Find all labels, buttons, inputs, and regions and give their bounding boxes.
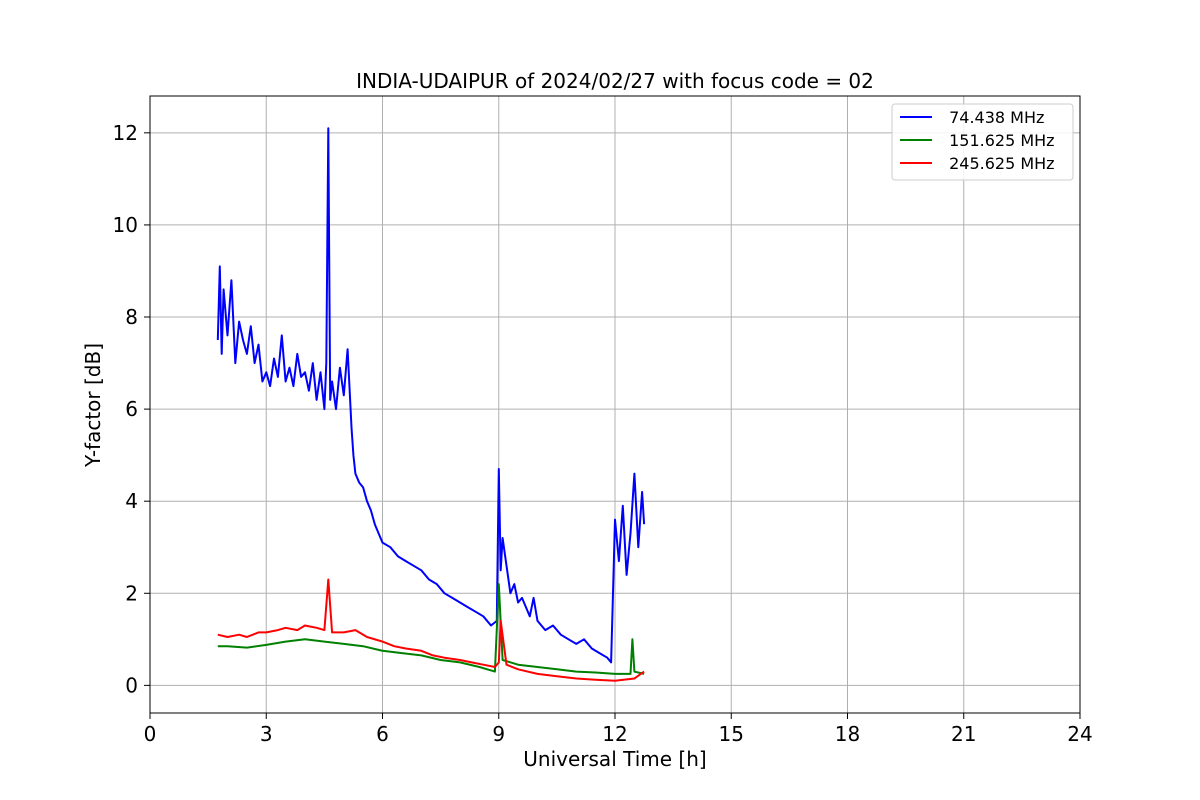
y-axis-label: Y-factor [dB] xyxy=(81,343,105,468)
series-line-1 xyxy=(217,583,645,675)
legend-entry: 245.625 MHz xyxy=(944,154,1055,173)
plot-area xyxy=(216,127,646,682)
x-tick-label: 24 xyxy=(1067,722,1092,746)
y-tick-label: 2 xyxy=(125,581,138,605)
legend-entry: 74.438 MHz xyxy=(944,108,1044,127)
legend-entry: 151.625 MHz xyxy=(944,131,1055,150)
legend-box xyxy=(891,103,1074,181)
x-axis-ticks: 0 3 6 9 12 15 18 21 24 xyxy=(144,713,1093,746)
legend: 74.438 MHz 151.625 MHz 245.625 MHz xyxy=(891,103,1074,181)
x-tick-label: 15 xyxy=(719,722,744,746)
x-tick-label: 3 xyxy=(260,722,273,746)
y-tick-label: 4 xyxy=(125,489,138,513)
series-line-2 xyxy=(217,578,645,682)
series-line-0 xyxy=(216,127,646,664)
x-tick-label: 9 xyxy=(492,722,505,746)
x-tick-label: 12 xyxy=(602,722,627,746)
y-tick-label: 8 xyxy=(125,305,138,329)
x-tick-label: 6 xyxy=(376,722,389,746)
chart-title: INDIA-UDAIPUR of 2024/02/27 with focus c… xyxy=(356,69,874,93)
y-tick-label: 10 xyxy=(113,213,138,237)
x-tick-label: 21 xyxy=(951,722,976,746)
x-tick-label: 18 xyxy=(835,722,860,746)
y-tick-label: 0 xyxy=(125,673,138,697)
y-tick-label: 12 xyxy=(113,121,138,145)
y-axis-ticks: 0 2 4 6 8 10 12 xyxy=(113,121,150,697)
y-tick-label: 6 xyxy=(125,397,138,421)
x-tick-label: 0 xyxy=(144,722,157,746)
x-axis-label: Universal Time [h] xyxy=(523,747,706,771)
